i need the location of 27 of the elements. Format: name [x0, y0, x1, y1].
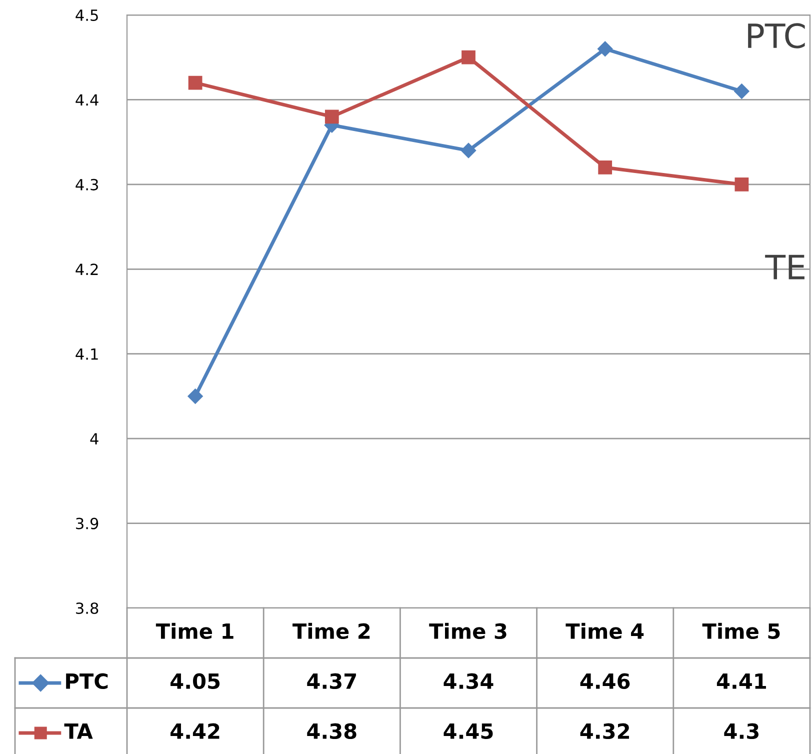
data-label: 4.38 — [307, 723, 356, 740]
y-tick-label: 4.4 — [76, 94, 98, 106]
y-tick-label: 3.9 — [76, 518, 98, 530]
y-tick-label: 4.2 — [76, 264, 98, 275]
y-tick-label: 4.3 — [76, 178, 98, 190]
data-label: 4.46 — [580, 673, 630, 690]
x-tick-label: Time 2 — [292, 622, 370, 640]
annotation: TE — [765, 254, 804, 280]
data-label: 4.3 — [724, 723, 758, 740]
data-label: 4.42 — [170, 723, 220, 739]
data-label: 4.05 — [170, 673, 220, 690]
x-tick-label: Time 5 — [702, 622, 780, 640]
x-tick-label: Time 4 — [566, 622, 644, 640]
y-tick-label: 4.1 — [76, 348, 98, 360]
data-label: 4.45 — [444, 724, 493, 740]
data-label: 4.41 — [716, 674, 766, 689]
data-label: 4.37 — [307, 673, 356, 690]
annotation: PTC — [748, 23, 805, 48]
x-tick-label: Time 3 — [429, 622, 506, 640]
legend-label: PTC — [66, 673, 108, 690]
data-label: 4.34 — [444, 673, 494, 690]
legend-label: TA — [64, 724, 93, 739]
x-tick-label: Time 1 — [156, 622, 234, 640]
y-tick-label: 4 — [90, 433, 98, 444]
y-tick-label: 3.8 — [76, 602, 98, 614]
data-label: 4.32 — [580, 723, 629, 740]
y-tick-label: 4.5 — [76, 10, 98, 22]
